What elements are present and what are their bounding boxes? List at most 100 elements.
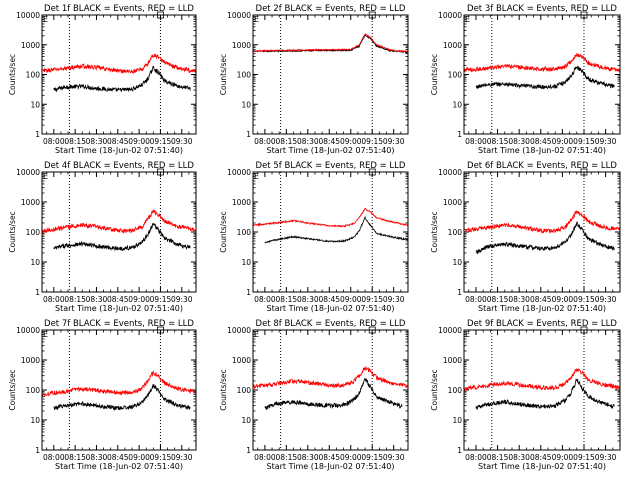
y-axis-label: Counts/sec bbox=[219, 369, 228, 410]
events-series-line bbox=[253, 34, 408, 54]
events-series-line bbox=[53, 383, 191, 412]
corner-marker-left: E bbox=[43, 330, 48, 339]
y-tick-label: 10 bbox=[452, 416, 462, 425]
y-tick-label: 1 bbox=[246, 130, 251, 139]
x-tick-label: 08:45 bbox=[318, 137, 340, 146]
x-axis-label: Start Time (18-Jun-02 07:51:40) bbox=[55, 304, 183, 313]
x-tick-label: 09:30 bbox=[595, 295, 617, 304]
y-tick-label: 1000 bbox=[232, 198, 251, 207]
x-tick-label: 08:15 bbox=[64, 137, 86, 146]
y-axis-label: Counts/sec bbox=[8, 54, 17, 95]
x-tick-label: 09:15 bbox=[573, 453, 595, 462]
y-tick-label: 10 bbox=[241, 258, 251, 267]
y-tick-label: 1000 bbox=[443, 198, 462, 207]
x-tick-label: 08:00 bbox=[254, 137, 276, 146]
y-tick-label: 10 bbox=[452, 258, 462, 267]
x-tick-label: 09:15 bbox=[361, 295, 383, 304]
panel-title: Det 9f BLACK = Events, RED = LLD bbox=[467, 319, 617, 329]
events-series-line bbox=[264, 215, 408, 244]
x-axis-label: Start Time (18-Jun-02 07:51:40) bbox=[55, 462, 183, 471]
y-axis-label: Counts/sec bbox=[430, 54, 439, 95]
x-tick-label: 08:30 bbox=[86, 453, 108, 462]
y-tick-label: 100 bbox=[237, 386, 252, 395]
events-series-line bbox=[53, 65, 191, 93]
x-tick-label: 08:45 bbox=[530, 295, 552, 304]
x-tick-label: 08:30 bbox=[297, 453, 319, 462]
x-tick-label: 09:00 bbox=[340, 295, 362, 304]
x-tick-label: 08:00 bbox=[43, 295, 65, 304]
y-tick-label: 1 bbox=[35, 130, 40, 139]
y-tick-label: 10000 bbox=[227, 11, 251, 20]
x-tick-label: 08:30 bbox=[508, 453, 530, 462]
x-tick-label: 09:00 bbox=[128, 137, 150, 146]
x-tick-label: 09:30 bbox=[171, 295, 193, 304]
x-axis-label: Start Time (18-Jun-02 07:51:40) bbox=[267, 146, 395, 155]
x-tick-label: 08:00 bbox=[43, 137, 65, 146]
x-tick-label: 09:00 bbox=[128, 453, 150, 462]
x-tick-label: 08:15 bbox=[487, 137, 509, 146]
x-tick-label: 09:00 bbox=[340, 137, 362, 146]
y-tick-label: 1000 bbox=[443, 41, 462, 50]
y-tick-label: 1000 bbox=[21, 356, 40, 365]
x-tick-label: 09:00 bbox=[552, 137, 574, 146]
x-tick-label: 08:45 bbox=[107, 295, 129, 304]
y-tick-label: 1 bbox=[457, 130, 462, 139]
y-tick-label: 1 bbox=[457, 446, 462, 455]
corner-marker-left: E bbox=[43, 15, 48, 24]
panel-title: Det 3f BLACK = Events, RED = LLD bbox=[467, 4, 617, 14]
x-tick-label: 08:15 bbox=[276, 137, 298, 146]
y-tick-label: 1000 bbox=[443, 356, 462, 365]
x-axis-label: Start Time (18-Jun-02 07:51:40) bbox=[478, 146, 606, 155]
panel-title: Det 6f BLACK = Events, RED = LLD bbox=[467, 161, 617, 171]
x-tick-label: 08:00 bbox=[465, 453, 487, 462]
x-tick-label: 09:15 bbox=[150, 453, 172, 462]
lld-series-line bbox=[253, 207, 408, 228]
x-tick-label: 08:30 bbox=[297, 295, 319, 304]
lld-series-line bbox=[464, 367, 620, 392]
y-tick-label: 10 bbox=[241, 100, 251, 109]
plot-frame bbox=[463, 171, 621, 293]
y-tick-label: 10000 bbox=[438, 326, 462, 335]
x-tick-label: 09:00 bbox=[340, 453, 362, 462]
plot-frame bbox=[252, 171, 409, 293]
x-tick-label: 08:00 bbox=[254, 453, 276, 462]
x-tick-label: 08:15 bbox=[64, 295, 86, 304]
panel-title: Det 4f BLACK = Events, RED = LLD bbox=[44, 161, 194, 171]
y-tick-label: 1000 bbox=[21, 41, 40, 50]
lld-series-line bbox=[42, 53, 196, 74]
corner-marker-left: E bbox=[254, 15, 259, 24]
x-tick-label: 08:30 bbox=[297, 137, 319, 146]
y-tick-label: 1000 bbox=[232, 356, 251, 365]
y-tick-label: 100 bbox=[26, 71, 41, 80]
y-axis-label: Counts/sec bbox=[430, 369, 439, 410]
corner-marker-left: E bbox=[254, 330, 259, 339]
panel-title: Det 8f BLACK = Events, RED = LLD bbox=[256, 319, 406, 329]
x-tick-label: 09:00 bbox=[128, 295, 150, 304]
events-series-line bbox=[475, 377, 615, 410]
lld-series-line bbox=[42, 370, 196, 398]
y-tick-label: 1 bbox=[35, 446, 40, 455]
x-tick-label: 08:45 bbox=[107, 453, 129, 462]
y-tick-label: 100 bbox=[448, 228, 463, 237]
x-tick-label: 08:30 bbox=[86, 295, 108, 304]
y-tick-label: 10000 bbox=[16, 168, 40, 177]
x-tick-label: 08:00 bbox=[254, 295, 276, 304]
panel-title: Det 2f BLACK = Events, RED = LLD bbox=[256, 4, 406, 14]
x-tick-label: 09:00 bbox=[552, 453, 574, 462]
corner-marker-left: E bbox=[465, 15, 470, 24]
panel-title: Det 7f BLACK = Events, RED = LLD bbox=[44, 319, 194, 329]
x-tick-label: 09:30 bbox=[383, 453, 405, 462]
y-tick-label: 100 bbox=[26, 228, 41, 237]
x-tick-label: 08:45 bbox=[318, 453, 340, 462]
y-tick-label: 10000 bbox=[227, 326, 251, 335]
x-tick-label: 09:15 bbox=[361, 137, 383, 146]
